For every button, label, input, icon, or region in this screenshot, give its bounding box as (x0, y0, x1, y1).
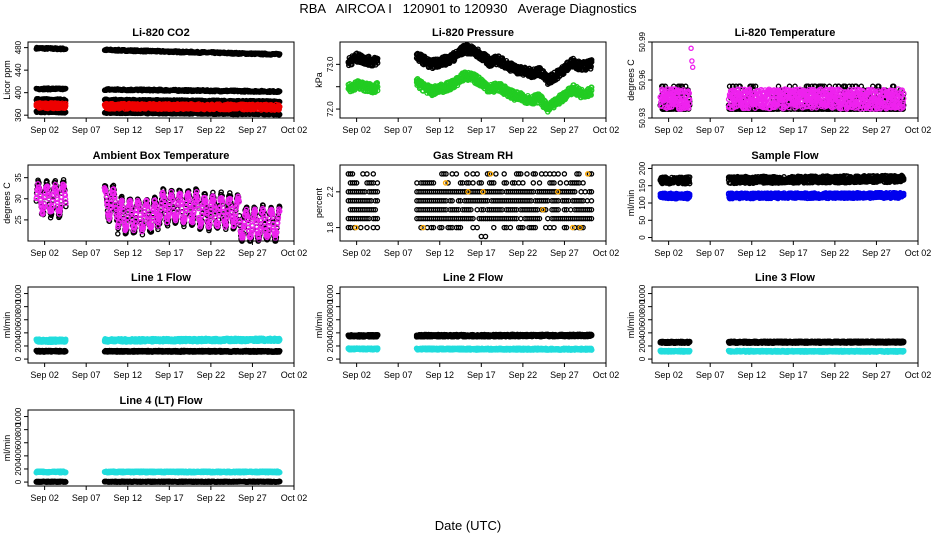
x-tick-label: Oct 02 (281, 125, 308, 135)
x-tick-label: Sep 07 (384, 125, 413, 135)
x-tick-label: Oct 02 (593, 125, 620, 135)
y-axis-label: kPa (314, 72, 324, 88)
x-tick-label: Sep 17 (155, 125, 184, 135)
x-tick-label: Sep 02 (342, 125, 371, 135)
series-group (34, 45, 282, 117)
panel-3: Li-820 Temperaturedegrees C50.9350.9650.… (626, 27, 931, 135)
series-5 (34, 101, 282, 112)
panel-2: Li-820 Pressure kPa 72.0 73.0 Sep 02 Sep 07 Se… (314, 27, 619, 135)
x-tick-label: Sep 22 (197, 125, 226, 135)
series-2 (34, 86, 282, 95)
x-tick-label: Sep 22 (509, 125, 538, 135)
panel-title: Li-820 CO2 (132, 27, 189, 39)
y-axis-label: Licor ppm (2, 60, 12, 100)
y-axis-label: degrees C (626, 59, 636, 101)
series-2 (658, 87, 906, 111)
y-tick-label: 73.0 (326, 56, 335, 72)
y-tick-label: 480 (14, 40, 23, 54)
data-point (892, 84, 896, 88)
y-tick-label: 440 (14, 63, 23, 77)
series-group (658, 46, 906, 111)
x-tick-label: Sep 27 (550, 125, 579, 135)
y-tick-label: 72.0 (326, 101, 335, 117)
y-tick-label: 360 (14, 108, 23, 122)
panel-title: Li-820 Pressure (432, 27, 514, 39)
x-tick-label: Sep 12 (425, 125, 454, 135)
panel-title: Li-820 Temperature (735, 27, 836, 39)
x-tick-label: Sep 17 (467, 125, 496, 135)
x-tick-label: Sep 02 (30, 125, 59, 135)
x-tick-label: Sep 27 (238, 125, 267, 135)
x-tick-label: Sep 07 (72, 125, 101, 135)
series-group (346, 43, 594, 114)
y-tick-label: 400 (14, 85, 23, 99)
series-1 (34, 45, 282, 57)
x-tick-label: Sep 12 (113, 125, 142, 135)
